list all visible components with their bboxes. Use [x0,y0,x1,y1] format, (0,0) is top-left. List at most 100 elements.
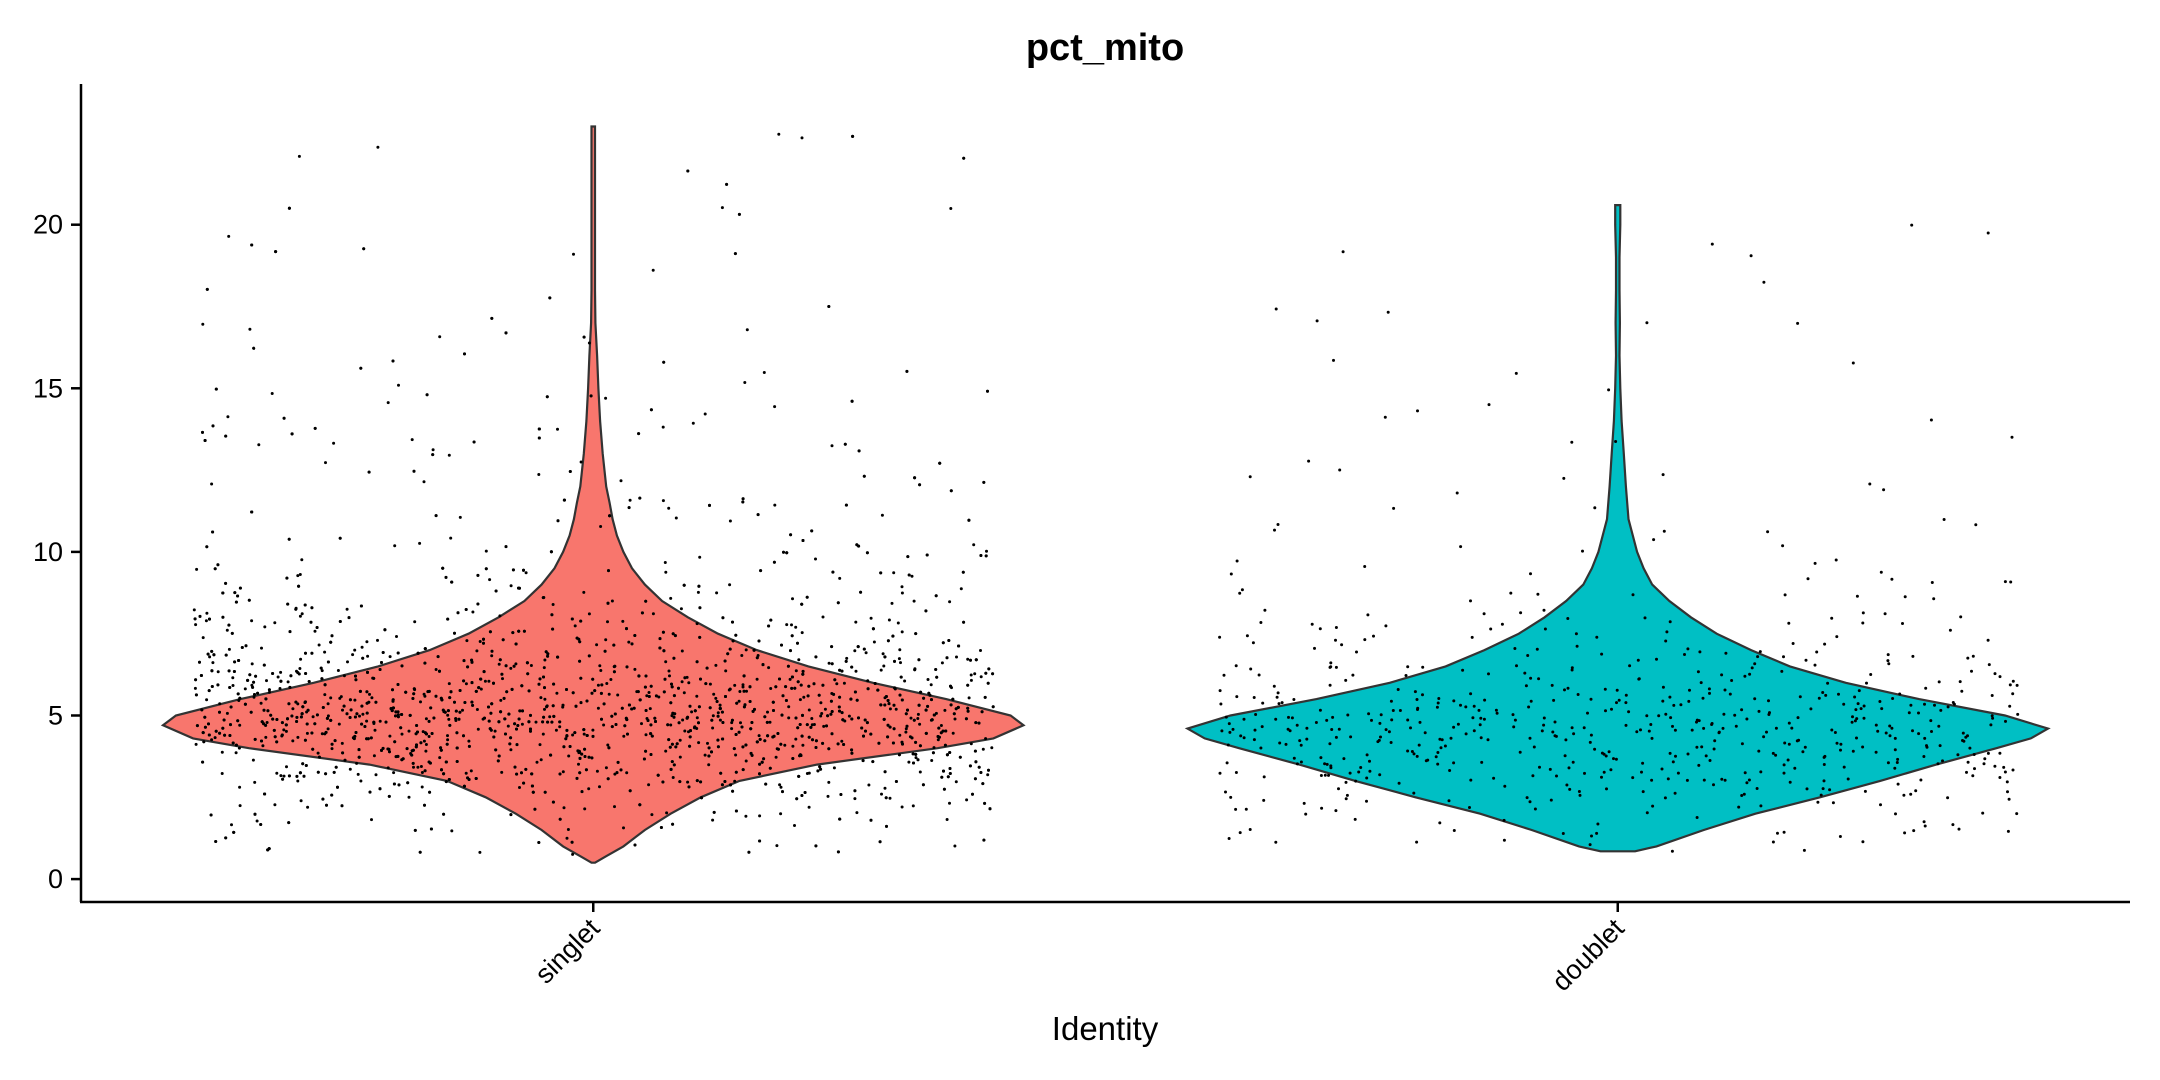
point-singlet [203,715,207,719]
point-singlet [207,722,210,726]
point-singlet [772,734,776,738]
point-doublet [1538,765,1541,769]
point-singlet [827,780,831,784]
point-singlet [787,705,791,709]
y-tick-label: 10 [33,537,63,567]
point-singlet [263,792,267,796]
point-doublet [1930,730,1933,733]
x-axis-ticks: singlet doublet [529,902,1630,997]
point-singlet [444,760,448,764]
point-singlet [429,706,433,710]
point-doublet [1755,787,1759,790]
point-singlet [583,747,587,751]
point-singlet [306,805,310,809]
point-doublet [1542,608,1546,612]
point-singlet [207,733,211,737]
point-singlet [876,688,880,692]
point-doublet [1593,506,1597,510]
point-singlet [651,612,655,616]
point-singlet [332,770,336,774]
point-singlet [862,647,866,651]
point-singlet [878,840,882,844]
point-singlet [352,737,356,741]
point-singlet [439,748,443,752]
point-doublet [1290,716,1294,720]
point-singlet [278,687,282,690]
point-singlet [730,718,734,722]
point-singlet [419,741,423,745]
point-singlet [892,703,896,707]
point-singlet [900,740,904,744]
point-singlet [260,739,263,743]
point-singlet [664,749,668,753]
point-singlet [657,695,661,699]
point-doublet [1796,716,1800,720]
point-singlet [683,729,687,733]
point-doublet [1666,777,1670,781]
point-doublet [1966,734,1969,738]
point-doublet [1305,726,1309,730]
point-singlet [431,453,435,457]
point-singlet [287,702,291,706]
point-doublet [1440,738,1444,742]
point-singlet [751,709,755,713]
point-singlet [198,614,202,618]
point-doublet [1344,797,1348,801]
point-singlet [476,727,480,731]
point-doublet [1627,710,1631,714]
point-singlet [524,571,528,575]
point-singlet [373,728,377,732]
point-doublet [1218,771,1222,775]
point-singlet [700,796,703,800]
point-singlet [896,621,900,625]
point-singlet [883,786,887,790]
point-singlet [707,746,711,750]
point-doublet [1262,798,1266,802]
point-singlet [504,545,508,549]
point-doublet [1378,721,1382,725]
point-doublet [1824,693,1828,697]
point-singlet [879,571,883,575]
point-doublet [1500,622,1504,626]
point-singlet [500,770,504,774]
point-singlet [467,744,471,748]
point-singlet [820,712,824,715]
point-doublet [1523,671,1527,675]
point-doublet [1524,684,1528,688]
point-singlet [317,755,321,759]
point-singlet [234,743,238,747]
point-singlet [264,697,268,701]
point-singlet [734,733,738,736]
point-singlet [758,772,761,776]
point-doublet [1513,647,1517,650]
point-singlet [773,405,777,409]
point-doublet [1426,758,1430,762]
point-doublet [1334,809,1338,813]
point-singlet [961,570,965,574]
point-doublet [2016,712,2020,716]
point-singlet [436,655,440,659]
point-singlet [600,683,604,687]
point-doublet [1805,787,1809,791]
point-singlet [396,715,400,719]
point-singlet [835,682,839,686]
point-singlet [645,694,649,698]
point-singlet [986,773,990,777]
point-singlet [284,723,288,727]
point-doublet [1447,799,1451,803]
point-singlet [233,660,237,664]
point-doublet [1566,686,1570,690]
point-singlet [817,693,821,697]
point-doublet [1252,738,1256,742]
point-singlet [882,717,886,721]
point-doublet [1956,753,1960,757]
point-singlet [591,734,595,738]
point-singlet [800,734,804,738]
point-singlet [552,714,556,718]
point-singlet [668,674,671,678]
point-singlet [735,701,739,705]
point-singlet [412,687,416,691]
point-singlet [937,735,941,739]
point-singlet [737,730,741,734]
point-singlet [606,777,610,781]
